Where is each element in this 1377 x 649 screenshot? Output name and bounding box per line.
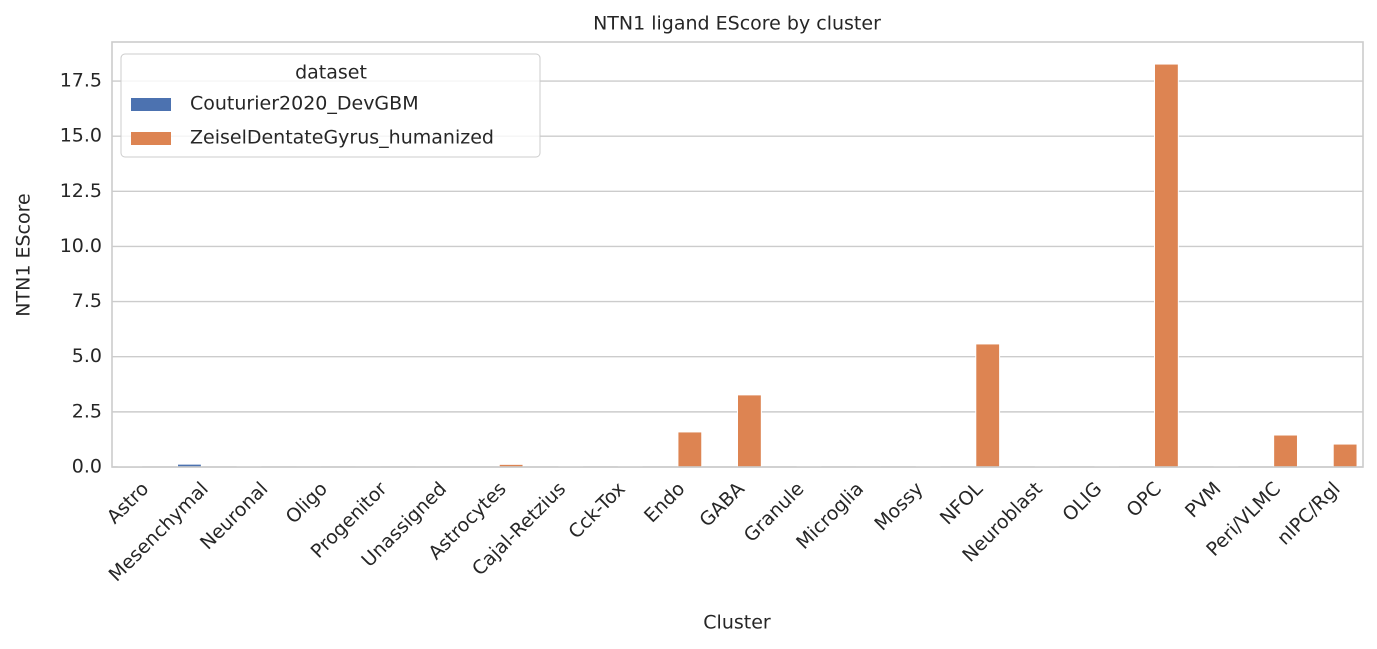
x-tick-label: Astro xyxy=(103,478,153,528)
x-tick-label: OLIG xyxy=(1058,478,1106,526)
y-axis-label: NTN1 EScore xyxy=(13,193,35,316)
x-tick-label: Mossy xyxy=(870,478,927,535)
x-tick-label: PVM xyxy=(1181,478,1225,522)
y-tick-label: 7.5 xyxy=(72,290,102,312)
y-tick-label: 12.5 xyxy=(60,180,102,202)
x-tick-label: Endo xyxy=(640,478,689,527)
x-tick-label: GABA xyxy=(695,478,749,532)
plot-frame xyxy=(111,41,1364,468)
legend: dataset Couturier2020_DevGBM ZeiselDentate… xyxy=(120,53,541,158)
legend-swatch xyxy=(131,132,171,145)
x-tick-label: Oligo xyxy=(282,478,332,528)
bar xyxy=(1273,434,1298,468)
bar xyxy=(1332,443,1358,468)
chart-title: NTN1 ligand EScore by cluster xyxy=(593,13,881,35)
legend-swatch xyxy=(131,98,171,111)
bar xyxy=(1154,63,1179,468)
y-tick-label: 2.5 xyxy=(72,400,102,422)
x-tick-label: OPC xyxy=(1122,478,1166,522)
x-tick-label: Cck-Tox xyxy=(564,478,629,543)
y-tick-label: 10.0 xyxy=(60,235,102,257)
bar xyxy=(975,343,1001,468)
x-axis-label: Cluster xyxy=(703,612,771,634)
legend-label: ZeiselDentateGyrus_humanized xyxy=(190,127,494,149)
y-tick-label: 17.5 xyxy=(60,70,102,92)
legend-title: dataset xyxy=(295,62,367,84)
y-tick-label: 15.0 xyxy=(60,125,102,147)
x-tick-label: nIPC/Rgl xyxy=(1273,478,1345,550)
bar xyxy=(677,431,703,468)
legend-label: Couturier2020_DevGBM xyxy=(190,93,419,115)
bar xyxy=(737,394,762,468)
y-tick-label: 0.0 xyxy=(72,456,102,478)
legend-frame xyxy=(120,53,541,158)
x-tick-label: NFOL xyxy=(936,478,988,530)
y-tick-label: 5.0 xyxy=(72,345,102,367)
